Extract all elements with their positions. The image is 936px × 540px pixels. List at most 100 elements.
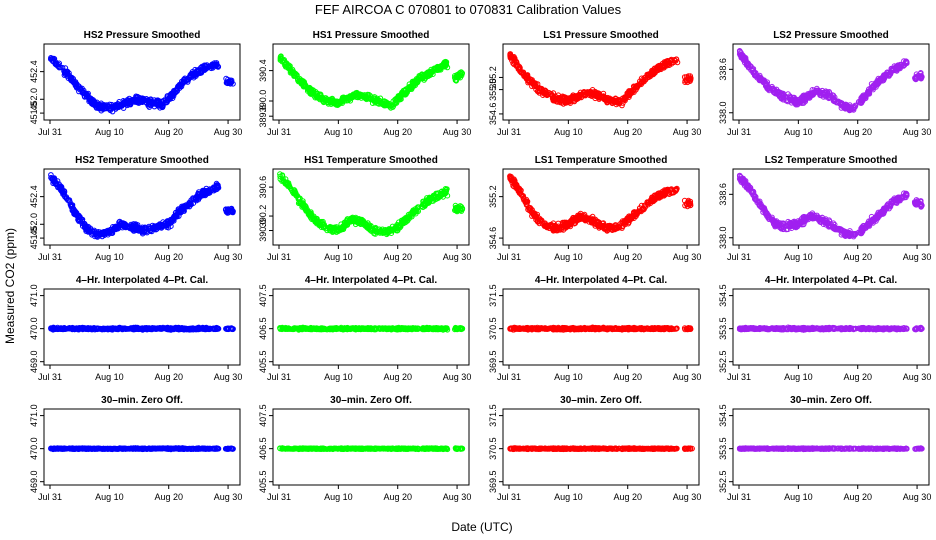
data-point [73,81,80,88]
x-tick-label: Aug 30 [903,252,932,262]
data-point [226,79,233,85]
x-tick-label: Jul 31 [727,127,751,137]
x-tick-label: Aug 20 [154,252,183,262]
y-tick-label: 338.0 [718,226,728,249]
y-tick-label: 354.6 [488,227,498,250]
data-point [61,68,67,74]
panel-title: HS1 Temperature Smoothed [304,155,438,166]
x-tick-label: Aug 20 [613,127,642,137]
x-tick-label: Aug 10 [324,252,353,262]
y-tick-label: 338.0 [718,101,728,124]
y-tick-label: 390.0 [258,90,268,113]
x-tick-label: Aug 10 [784,252,813,262]
data-point [56,64,63,71]
data-series [48,172,236,240]
panel-title: 4–Hr. Interpolated 4–Pt. Cal. [305,275,437,286]
x-tick-label: Aug 20 [154,127,183,137]
x-tick-label: Aug 10 [554,252,583,262]
y-tick-label: 390.2 [258,205,268,228]
y-tick-label: 355.2 [488,66,498,89]
data-point [214,63,221,69]
data-point [215,63,222,70]
data-point [181,76,188,83]
x-axis-label: Date (UTC) [451,520,512,534]
data-point [140,97,147,103]
data-series [277,324,466,333]
x-tick-label: Jul 31 [38,372,62,382]
data-point [155,97,161,104]
y-tick-label: 390.6 [258,176,268,199]
y-tick-label: 452.4 [29,185,39,208]
y-tick-label: 469.0 [29,350,39,373]
x-tick-label: Aug 30 [214,127,243,137]
x-tick-label: Aug 30 [443,127,472,137]
y-tick-label: 338.6 [718,183,728,206]
panel-title: LS1 Pressure Smoothed [543,30,659,41]
data-series [48,324,236,333]
y-tick-label: 452.0 [29,213,39,236]
data-point [81,93,88,99]
panel-2-2: HS1 Temperature Smoothed390.0390.2390.6J… [258,155,471,262]
plot-frame [43,43,241,121]
y-tick-label: 451.8 [29,102,39,125]
panel-title: LS1 Temperature Smoothed [535,155,668,166]
x-tick-label: Aug 30 [443,252,472,262]
data-point [59,64,66,71]
x-tick-label: Jul 31 [267,127,291,137]
data-series [507,51,694,109]
data-point [88,95,94,102]
data-point [165,97,172,103]
data-point [149,99,156,106]
panel-grid: HS2 Pressure Smoothed451.8452.0452.4Jul … [29,30,931,502]
panel-1-2: HS1 Pressure Smoothed389.8390.0390.4Jul … [258,30,471,137]
x-tick-label: Jul 31 [267,252,291,262]
x-tick-label: Jul 31 [727,252,751,262]
y-tick-label: 355.2 [488,185,498,208]
data-point [156,98,162,105]
y-tick-label: 452.0 [29,88,39,111]
x-tick-label: Aug 10 [95,252,124,262]
x-tick-label: Aug 20 [383,127,412,137]
data-series [736,48,925,114]
y-tick-label: 452.4 [29,60,39,83]
x-tick-label: Aug 30 [903,127,932,137]
x-tick-label: Jul 31 [38,252,62,262]
data-point [55,61,62,68]
panel-2-1: HS2 Temperature Smoothed451.8452.0452.4J… [29,155,242,262]
data-point [107,107,114,114]
x-tick-label: Aug 20 [154,372,183,382]
y-tick-label: 470.0 [29,317,39,340]
x-tick-label: Aug 10 [554,127,583,137]
data-point [367,92,373,99]
y-axis-label: Measured CO2 (ppm) [3,228,17,344]
panel-1-3: LS1 Pressure Smoothed354.6355.0355.2Jul … [488,30,701,137]
panel-1-4: LS2 Pressure Smoothed 338.0 338.6 Jul 31 Aug… [718,30,931,137]
y-tick-label: 338.6 [718,58,728,81]
x-tick-label: Jul 31 [38,127,62,137]
data-point [85,90,91,97]
y-tick-label: 471.0 [29,284,39,307]
y-tick-label: 390.4 [258,59,268,82]
panel-title: 4–Hr. Interpolated 4–Pt. Cal. [76,275,208,286]
data-point [73,83,80,90]
data-point [62,65,69,71]
panel-title: LS2 Pressure Smoothed [773,30,889,41]
x-tick-label: Aug 20 [843,127,872,137]
data-point [130,97,136,103]
panel-title: LS2 Temperature Smoothed [765,155,898,166]
data-point [374,95,381,102]
figure-title: FEF AIRCOA C 070801 to 070831 Calibratio… [315,2,622,17]
y-tick-label: 354.6 [488,103,498,126]
panel-3-2: 4–Hr. Interpolated 4–Pt. Cal.405.5406.54… [258,275,471,382]
data-point [48,56,54,62]
data-series [736,172,925,240]
data-point [146,99,153,105]
x-tick-label: Jul 31 [497,127,521,137]
data-point [198,69,204,75]
x-tick-label: Aug 30 [214,252,243,262]
data-point [168,90,175,97]
panel-2-4: LS2 Temperature Smoothed 338.0 338.6 Jul 31… [718,155,931,262]
data-point [134,96,140,103]
